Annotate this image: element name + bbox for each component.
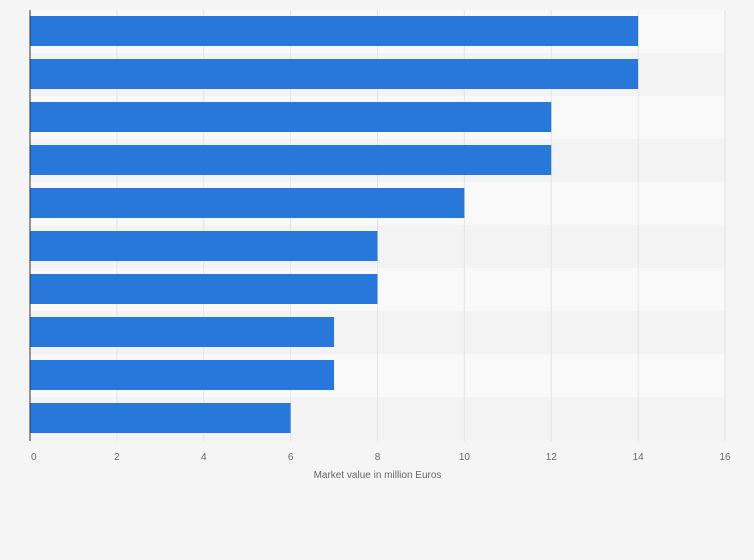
bar[interactable] [30, 403, 291, 433]
x-tick-label: 8 [375, 452, 381, 463]
x-axis-title: Market value in million Euros [314, 470, 442, 481]
x-tick-label: 14 [633, 452, 645, 463]
x-tick-label: 10 [459, 452, 471, 463]
bar[interactable] [30, 145, 552, 175]
x-axis-ticks: 0 2 4 6 8 10 12 14 16 [31, 452, 731, 463]
bar[interactable] [30, 360, 335, 390]
bar[interactable] [30, 317, 335, 347]
x-tick-label: 12 [546, 452, 558, 463]
x-tick-label: 16 [719, 452, 731, 463]
bar[interactable] [30, 16, 639, 46]
bar[interactable] [30, 102, 552, 132]
bar[interactable] [30, 188, 465, 218]
x-tick-label: 4 [201, 452, 207, 463]
bar[interactable] [30, 274, 378, 304]
x-tick-label: 6 [288, 452, 294, 463]
bars [30, 16, 639, 433]
x-tick-label: 2 [114, 452, 120, 463]
bar[interactable] [30, 231, 378, 261]
x-tick-label: 0 [31, 452, 37, 463]
bar[interactable] [30, 59, 639, 89]
